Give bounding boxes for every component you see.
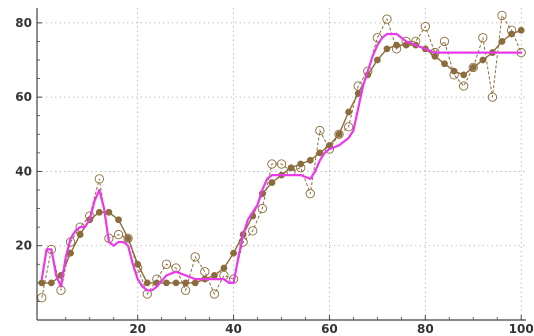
smoothed-data-point <box>479 56 487 64</box>
x-tick-labels: 20 40 60 80 100 <box>129 322 533 336</box>
smoothed-data-point <box>220 264 228 272</box>
y-tick-labels: 20 40 60 80 <box>15 16 32 253</box>
smoothed-data-point <box>460 71 468 79</box>
smoothed-data-point <box>38 279 46 287</box>
raw-data-point <box>459 81 469 91</box>
smoothed-data-point <box>143 279 151 287</box>
smoothed-data-point <box>76 231 84 238</box>
smoothed-data-point <box>306 156 314 164</box>
smoothed-data-point <box>431 52 439 60</box>
x-tick-label: 40 <box>225 322 242 336</box>
smoothed-data-point <box>508 30 516 38</box>
raw-data-point <box>209 289 220 299</box>
y-tick-label: 40 <box>15 164 32 178</box>
smoothed-data-point <box>354 90 362 97</box>
smoothed-data-point <box>163 279 170 287</box>
raw-data-point <box>478 33 488 43</box>
y-tick-label: 60 <box>15 90 32 104</box>
smoothed-data-point <box>124 234 132 242</box>
smoothed-data-point <box>67 249 74 257</box>
y-tick-label: 20 <box>15 239 32 253</box>
x-tick-label: 100 <box>509 322 534 336</box>
smoothed-data-point <box>335 130 343 138</box>
raw-data-point <box>113 229 124 240</box>
raw-data-point <box>257 203 267 214</box>
smoothed-data-point <box>345 108 353 116</box>
fitted-series-line <box>40 32 523 292</box>
smoothed-data-point <box>182 279 190 287</box>
smoothed-data-point <box>316 149 324 157</box>
raw-data-point <box>190 252 200 262</box>
smoothed-data-point <box>95 208 103 216</box>
raw-data-point <box>305 189 315 199</box>
x-tick-label: 20 <box>129 322 146 336</box>
raw-data-point <box>487 92 498 102</box>
raw-data-point <box>497 10 507 21</box>
smoothed-data-point <box>373 56 381 64</box>
smoothed-data-point <box>441 60 448 68</box>
smoothed-data-point <box>134 260 142 268</box>
smoothed-data-point <box>191 279 199 287</box>
smoothed-data-point <box>105 208 113 216</box>
raw-data-point <box>315 125 325 136</box>
x-tick-label: 80 <box>417 322 434 336</box>
smoothed-data-point <box>326 142 333 149</box>
x-tick-label: 60 <box>321 322 338 336</box>
smoothed-data-point <box>297 160 305 168</box>
raw-data-point <box>267 159 277 169</box>
raw-data-point <box>439 36 450 47</box>
y-tick-label: 80 <box>15 16 32 30</box>
smoothed-data-point <box>402 41 410 49</box>
axis-ticks <box>37 22 522 320</box>
smoothed-data-point <box>268 179 276 186</box>
raw-data-point <box>161 259 172 269</box>
smoothed-data-point <box>172 279 180 287</box>
raw-data-point <box>248 226 258 236</box>
smoothed-data-point <box>210 272 218 279</box>
raw-data-point <box>123 233 133 243</box>
smoothed-data-point <box>230 249 237 257</box>
raw-data-point <box>382 14 392 24</box>
raw-data-point <box>37 293 47 303</box>
raw-data-point <box>94 174 104 184</box>
raw-data-point <box>343 122 354 132</box>
grid-lines <box>37 8 526 320</box>
raw-series-line <box>41 13 522 298</box>
raw-data-point <box>468 62 478 73</box>
raw-data-point <box>420 21 430 32</box>
raw-data-point <box>200 267 210 277</box>
smoothed-data-point <box>393 41 400 49</box>
smoothed-data-point <box>47 279 55 287</box>
smoothed-data-point <box>450 67 458 75</box>
raw-data-point <box>276 159 287 169</box>
smoothed-data-point <box>287 164 295 172</box>
raw-data-point <box>334 129 344 139</box>
smoothed-data-point <box>115 216 122 224</box>
smoothed-data-point <box>383 45 391 53</box>
plot-area <box>37 10 526 303</box>
smoothed-data-point <box>517 26 525 34</box>
smoothed-data-point <box>498 38 506 45</box>
smoothed-data-point <box>469 64 477 71</box>
